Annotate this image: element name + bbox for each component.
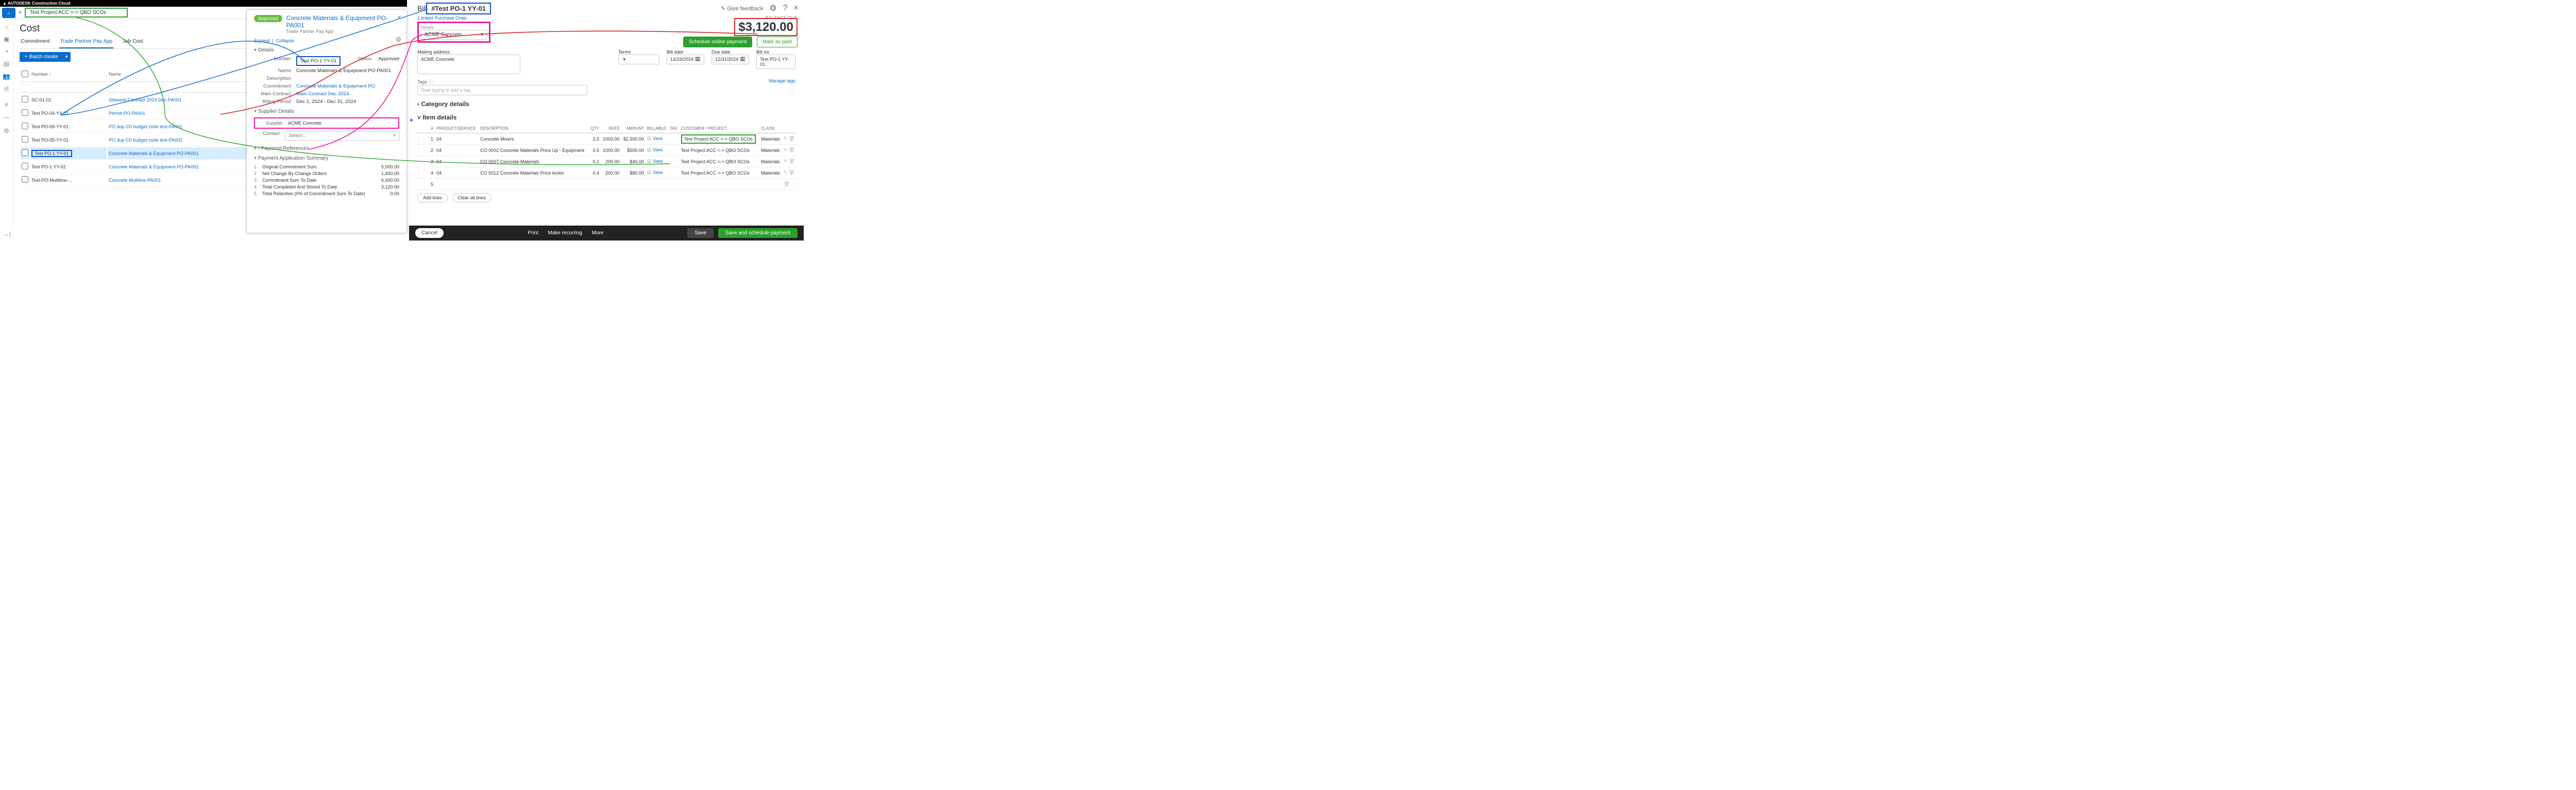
bill-label: Bill — [417, 4, 427, 12]
batch-create-button[interactable]: + Batch create — [20, 52, 63, 62]
line-item-row[interactable]: ⋮⋮104Concrete Mixers 2.51000.00$2,500.00… — [415, 133, 798, 145]
tab-job-cost[interactable]: Job Cost — [122, 39, 144, 48]
tab-trade-partner-pay-app[interactable]: Trade Partner Pay App — [59, 39, 113, 48]
panel-gear-icon[interactable]: ⚙ — [395, 36, 401, 44]
linked-po-link[interactable]: 1 linked Purchase Order — [417, 15, 490, 21]
row-checkbox[interactable] — [22, 149, 28, 156]
supplier-header[interactable]: Supplier Details — [254, 109, 399, 114]
row-checkbox[interactable] — [22, 123, 28, 129]
supplier-value: ACME Concrete — [288, 121, 321, 126]
category-details-header[interactable]: Category details — [409, 97, 804, 111]
bill-date-input[interactable]: 12/19/2024 🗓 — [667, 55, 704, 64]
expand-link[interactable]: Expand — [254, 38, 270, 43]
select-all-checkbox[interactable] — [22, 71, 28, 77]
billing-period: Dec 1, 2024 - Dec 31, 2024 — [296, 99, 356, 105]
row-checkbox[interactable] — [22, 96, 28, 102]
summary-row: 1Original Commitment Sum5,000.00 — [254, 164, 399, 169]
help-icon[interactable]: ? — [783, 4, 788, 13]
close-panel-icon[interactable]: × — [794, 4, 799, 13]
contact-select[interactable]: Select...▾ — [285, 131, 399, 141]
save-and-schedule-button[interactable]: Save and schedule payment — [718, 228, 798, 238]
nav-search-icon[interactable]: ◔ — [5, 48, 8, 55]
save-button[interactable]: Save — [687, 228, 714, 238]
brand-bar: ▲ AUTODESK Construction Cloud — [0, 0, 407, 7]
project-pill[interactable]: Test Project:ACC <-> QBO SCOs — [25, 8, 128, 18]
item-details-header[interactable]: Item details — [409, 111, 804, 124]
panel-title: Concrete Materials & Equipment PO-PA001 — [286, 14, 399, 29]
name-value: Concrete Materials & Equipment PO-PA001 — [296, 68, 391, 74]
feedback-link[interactable]: ✎ Give feedback — [721, 5, 764, 12]
gear-icon[interactable]: ⚙ — [769, 3, 776, 13]
pay-app-detail-panel: × ⚙ Approved Concrete Materials & Equipm… — [246, 9, 407, 233]
main-contract-link[interactable]: Main Contract Dec 2024 — [296, 91, 349, 97]
add-lines-button[interactable]: Add lines — [417, 193, 448, 202]
summary-row: 4Total Completed And Stored To Date3,120… — [254, 184, 399, 190]
payment-refs-header[interactable]: › Payment References — [254, 146, 399, 151]
nav-team-icon[interactable]: 👥 — [3, 73, 10, 80]
commitment-link[interactable]: Concrete Materials & Equipment PO — [296, 83, 375, 89]
col-number: Number ↑ — [30, 67, 107, 82]
vendor-label: Vendor — [421, 25, 434, 30]
row-checkbox[interactable] — [22, 176, 28, 183]
number-field: Test PO-1 YY-01 — [296, 56, 341, 66]
nav-list-icon[interactable]: ≡ — [5, 101, 8, 108]
nav-chart-icon[interactable]: 〰 — [3, 113, 9, 122]
line-item-row[interactable]: ⋮⋮204CO 0002 Concrete Materials Price Up… — [415, 145, 798, 156]
manage-tags-link[interactable]: Manage tags — [769, 78, 795, 83]
payment-summary-header[interactable]: Payment Application Summary — [254, 156, 399, 161]
mark-as-paid-button[interactable]: Mark as paid — [757, 37, 798, 47]
tags-input[interactable]: Start typing to add a tag — [417, 85, 587, 95]
expand-nav-icon[interactable]: →| — [3, 230, 11, 237]
vendor-select[interactable]: ACME Concrete▾ — [421, 30, 487, 40]
schedule-payment-button[interactable]: Schedule online payment — [683, 37, 752, 47]
balance-due-amount: $3,120.00 — [734, 18, 798, 36]
details-header[interactable]: Details — [254, 47, 399, 53]
row-checkbox[interactable] — [22, 163, 28, 169]
cancel-button[interactable]: Cancel — [415, 228, 444, 238]
sparkle-icon: ✦ — [409, 116, 414, 125]
line-item-row[interactable]: ⋮⋮404CO 0012 Concrete Materials Price lo… — [415, 167, 798, 179]
nav-book-icon[interactable]: ▣ — [4, 36, 9, 43]
nav-doc-icon[interactable]: 🗎 — [4, 85, 9, 96]
collapse-link[interactable]: Collapse — [276, 38, 294, 43]
summary-row: 2Net Change By Change Orders1,400.00 — [254, 171, 399, 176]
bill-number: #Test PO-1 YY-01 — [426, 3, 491, 14]
nav-gear-icon[interactable]: ⚙ — [4, 127, 9, 134]
more-link[interactable]: More — [592, 230, 604, 236]
due-date-input[interactable]: 12/31/2024 🗓 — [711, 55, 749, 64]
summary-row: 5Total Retention (0% of Commitment Sum T… — [254, 191, 399, 196]
row-checkbox[interactable] — [22, 136, 28, 143]
bill-no-input[interactable]: Test PO-1 YY-01 — [756, 55, 795, 69]
terms-select[interactable]: ▾ — [618, 55, 659, 64]
row-checkbox[interactable] — [22, 109, 28, 116]
status-value: Approved — [378, 56, 399, 66]
mailing-address-input[interactable]: ACME Concrete — [417, 55, 520, 74]
empty-line-row[interactable]: ⋮⋮5🗑 — [415, 179, 798, 190]
close-icon[interactable]: × — [397, 13, 401, 21]
make-recurring-link[interactable]: Make recurring — [548, 230, 582, 236]
clear-lines-button[interactable]: Clear all lines — [452, 193, 492, 202]
nav-folder-icon[interactable]: ▤ — [4, 60, 9, 67]
status-badge: Approved — [254, 15, 282, 22]
print-link[interactable]: Print — [528, 230, 538, 236]
qb-bill-panel: Bill #Test PO-1 YY-01 ✎ Give feedback ⚙ … — [409, 0, 804, 241]
line-items-table: # PRODUCT/SERVICE DESCRIPTION QTY RATE A… — [415, 124, 798, 190]
nav-home-icon[interactable]: ⌂ — [5, 23, 8, 30]
home-button[interactable]: ⌂ — [2, 8, 15, 18]
line-item-row[interactable]: ⋮⋮304CO 0007 Concrete-Materials 0.2200.0… — [415, 156, 798, 167]
tab-commitment[interactable]: Commitment — [20, 39, 51, 48]
batch-create-menu[interactable]: ▾ — [62, 52, 71, 62]
panel-subtitle: Trade Partner Pay App — [286, 29, 399, 34]
summary-row: 3Commitment Sum To Date6,400.00 — [254, 178, 399, 183]
home-chevron[interactable]: ▾ — [18, 8, 23, 18]
